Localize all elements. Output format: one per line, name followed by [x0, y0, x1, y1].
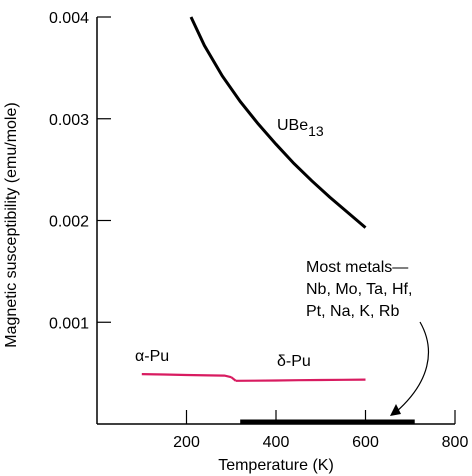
label-most-metals-3: Pt, Na, K, Rb — [306, 303, 399, 320]
y-tick-label-0.003: 0.003 — [49, 112, 89, 129]
label-most-metals-1: Most metals— — [306, 259, 408, 276]
series-line-delta-pu — [235, 378, 366, 382]
label-ube13: UBe13 — [277, 117, 324, 139]
most-metals-arrow — [395, 321, 430, 413]
x-ticks: 200 400 600 800 — [173, 410, 468, 451]
x-axis-title: Temperature (K) — [218, 457, 334, 474]
label-most-metals-2: Nb, Mo, Ta, Hf, — [306, 281, 412, 298]
series-line-alpha-pu — [141, 373, 232, 379]
x-tick-label-200: 200 — [173, 434, 200, 451]
y-ticks: 0.001 0.002 0.003 0.004 — [49, 10, 111, 332]
most-metals-arrowhead — [390, 404, 401, 416]
y-axis-title: Magnetic susceptibility (emu/mole) — [3, 102, 20, 347]
label-ube13-sub: 13 — [308, 123, 324, 139]
label-ube13-main: UBe — [277, 117, 308, 134]
y-tick-label-0.001: 0.001 — [49, 315, 89, 332]
x-tick-label-400: 400 — [263, 434, 290, 451]
label-delta-pu: δ-Pu — [277, 353, 311, 370]
x-tick-label-800: 800 — [442, 434, 469, 451]
y-tick-label-0.002: 0.002 — [49, 214, 89, 231]
y-tick-label-0.004: 0.004 — [49, 10, 89, 27]
series-line-pu-transition — [230, 376, 237, 382]
series-line-ube13 — [189, 16, 367, 229]
x-tick-label-600: 600 — [352, 434, 379, 451]
label-alpha-pu: α-Pu — [135, 348, 169, 365]
